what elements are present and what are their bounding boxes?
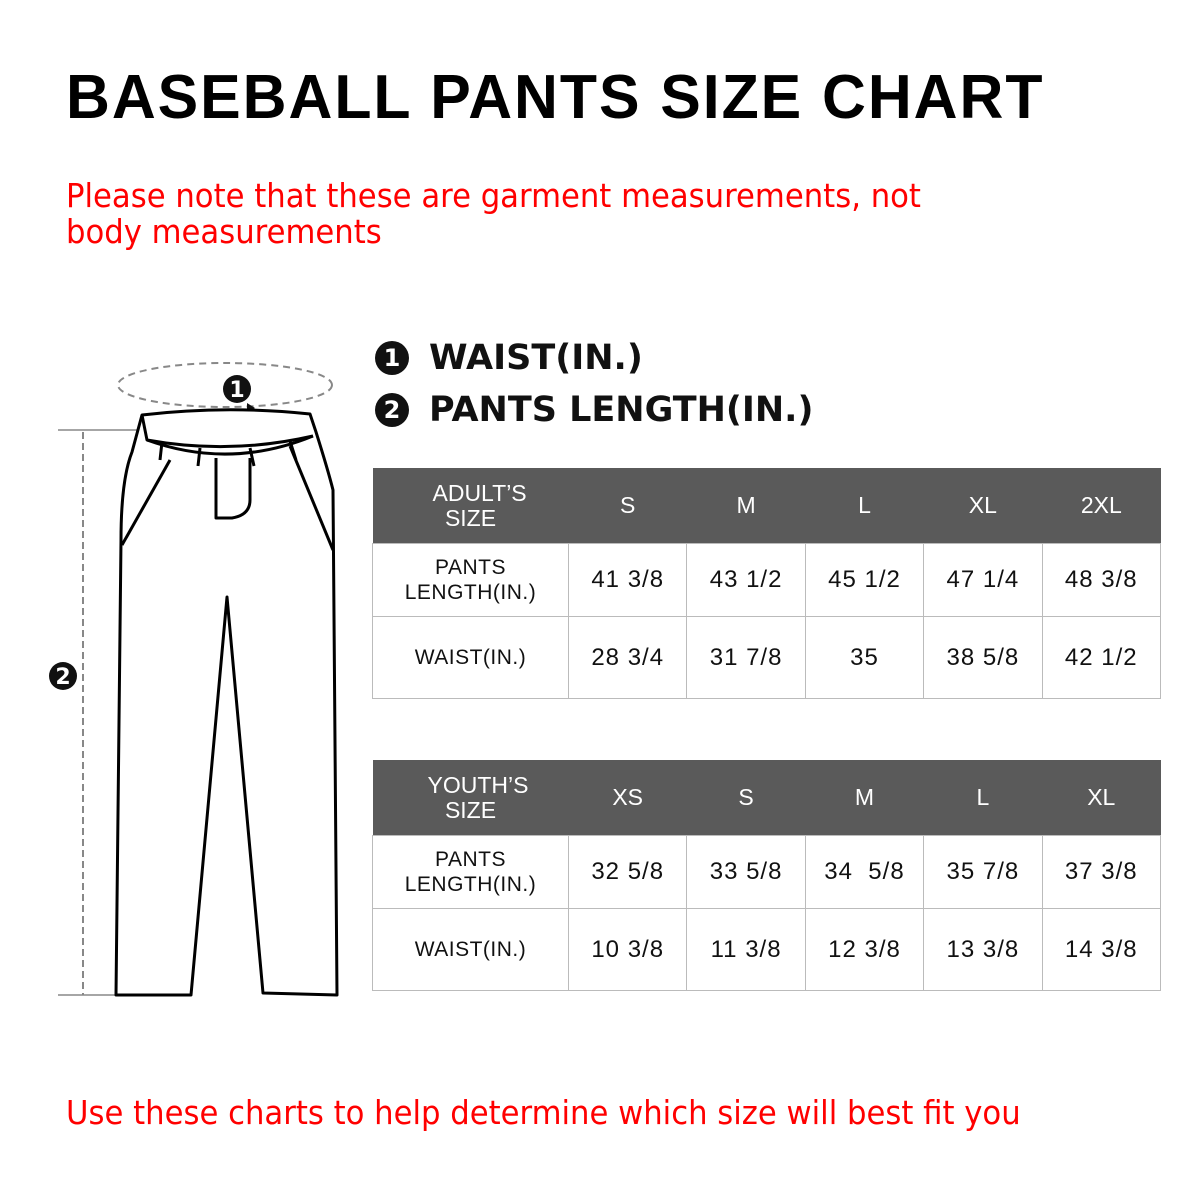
- header-cell: YOUTH’S SIZE: [372, 760, 569, 836]
- table-cell: 32 5/8: [567, 835, 688, 909]
- header-cell: ADULT’S SIZE: [372, 468, 569, 544]
- table-cell: 41 3/8: [567, 543, 688, 617]
- header-cell: L: [805, 468, 924, 544]
- legend-label: WAIST(IN.): [429, 338, 643, 378]
- legend-length: 2 PANTS LENGTH(IN.): [375, 390, 813, 430]
- waist-badge-number: 1: [229, 378, 244, 403]
- length-badge-number: 2: [55, 665, 70, 690]
- waist-measure-ellipse: [117, 362, 333, 408]
- header-cell: 2XL: [1042, 468, 1161, 544]
- legend-waist: 1 WAIST(IN.): [375, 338, 643, 378]
- table-cell: 14 3/8: [1041, 908, 1162, 991]
- page-title: BASEBALL PANTS SIZE CHART: [66, 63, 1045, 132]
- table-cell: 38 5/8: [923, 616, 1043, 699]
- number-one-icon: 1: [375, 341, 409, 375]
- pants-diagram: 1 2: [49, 362, 339, 997]
- youth-size-table: YOUTH’S SIZE XS S M L XL PANTS LENGTH(IN…: [372, 760, 1162, 991]
- table-cell: 13 3/8: [923, 908, 1043, 991]
- header-cell: M: [805, 760, 924, 836]
- table-cell: 31 7/8: [686, 616, 806, 699]
- header-cell: XS: [568, 760, 687, 836]
- adult-size-table: ADULT’S SIZE S M L XL 2XL PANTS LENGTH(I…: [372, 468, 1162, 699]
- row-label: PANTS LENGTH(IN.): [372, 543, 569, 617]
- number-two-icon: 2: [375, 393, 409, 427]
- table-header-row: YOUTH’S SIZE XS S M L XL: [372, 760, 1161, 836]
- header-cell: S: [686, 760, 806, 836]
- table-row: PANTS LENGTH(IN.) 32 5/8 33 5/8 34 5/8 3…: [372, 835, 1162, 909]
- table-cell: 42 1/2: [1041, 616, 1162, 699]
- footer-note: Use these charts to help determine which…: [66, 1093, 1021, 1132]
- table-cell: 10 3/8: [567, 908, 688, 991]
- table-cell: 37 3/8: [1041, 835, 1162, 909]
- table-row: WAIST(IN.) 10 3/8 11 3/8 12 3/8 13 3/8 1…: [372, 908, 1162, 991]
- table-cell: 34 5/8: [804, 835, 925, 909]
- row-label: PANTS LENGTH(IN.): [372, 835, 569, 909]
- length-badge-icon: [49, 662, 77, 690]
- table-cell: 33 5/8: [686, 835, 806, 909]
- header-cell: M: [686, 468, 806, 544]
- table-row: PANTS LENGTH(IN.) 41 3/8 43 1/2 45 1/2 4…: [372, 543, 1162, 617]
- table-cell: 35: [804, 616, 925, 699]
- header-cell: XL: [1042, 760, 1161, 836]
- table-cell: 12 3/8: [804, 908, 925, 991]
- table-cell: 45 1/2: [804, 543, 925, 617]
- table-cell: 48 3/8: [1041, 543, 1162, 617]
- table-header-row: ADULT’S SIZE S M L XL 2XL: [372, 468, 1161, 544]
- waist-badge-icon: [223, 375, 251, 403]
- table-cell: 35 7/8: [923, 835, 1043, 909]
- header-cell: L: [923, 760, 1043, 836]
- header-cell: XL: [923, 468, 1043, 544]
- pants-outline: [114, 408, 339, 997]
- row-label: WAIST(IN.): [372, 908, 569, 991]
- garment-note: Please note that these are garment measu…: [66, 176, 921, 251]
- table-cell: 28 3/4: [567, 616, 688, 699]
- table-row: WAIST(IN.) 28 3/4 31 7/8 35 38 5/8 42 1/…: [372, 616, 1162, 699]
- table-cell: 43 1/2: [686, 543, 806, 617]
- table-cell: 47 1/4: [923, 543, 1043, 617]
- table-cell: 11 3/8: [686, 908, 806, 991]
- legend-label: PANTS LENGTH(IN.): [429, 390, 814, 430]
- row-label: WAIST(IN.): [372, 616, 569, 699]
- header-cell: S: [568, 468, 687, 544]
